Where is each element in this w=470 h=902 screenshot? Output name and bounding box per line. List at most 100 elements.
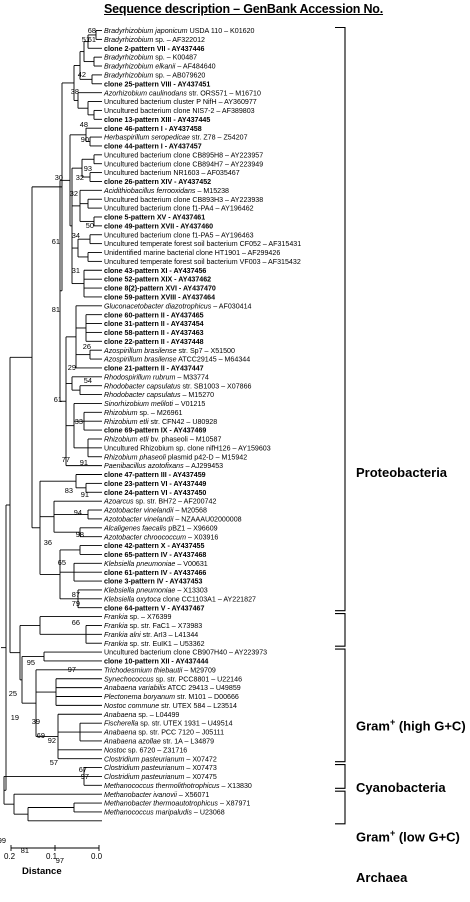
leaf-label: Uncultured Rhizobium sp. clone nifH126 –… [104, 444, 271, 452]
leaf-label: Plectonema boryanum str. M101 – D00666 [104, 693, 239, 701]
bootstrap-value: 81 [21, 846, 29, 855]
scale-tick-label: 0.1 [46, 852, 58, 861]
leaf-label: clone 47-pattern III - AY437459 [104, 471, 206, 479]
leaf-label: clone 69-pattern IX - AY437469 [104, 427, 206, 435]
leaf-label: Trichodesmium thiebautii – M29709 [104, 666, 216, 674]
leaf-label: clone 2-pattern VII - AY437446 [104, 45, 204, 53]
leaf-label: Bradyrhizobium japonicum USDA 110 – K016… [104, 27, 255, 35]
leaf-label: Azorhizobium caulinodans str. ORS571 – M… [103, 89, 261, 97]
leaf-label: Azotobacter vinelandii – M20568 [103, 507, 207, 515]
leaf-label: Anabaena azollae str. 1A – L34879 [103, 738, 214, 746]
leaf-label: clone 21-pattern II - AY437447 [104, 365, 204, 373]
leaf-label: Anabaena sp. – L04499 [103, 711, 179, 719]
bootstrap-value: 87 [72, 590, 80, 599]
leaf-label: clone 65-pattern IV - AY437468 [104, 551, 206, 559]
leaf-label: Synechococcus sp. str. PCC8801 – U22146 [104, 675, 242, 683]
leaf-label: Frankia sp. – X76399 [104, 613, 171, 621]
group-brackets [335, 26, 346, 825]
bootstrap-value: 93 [84, 164, 92, 173]
group-bracket [335, 613, 346, 647]
bootstrap-value: 91 [80, 458, 88, 467]
leaf-label: clone 10-pattern XII - AY437444 [104, 658, 208, 666]
scale-axis-label: Distance [22, 866, 62, 877]
bootstrap-value: 97 [68, 665, 76, 674]
leaf-label: Nostoc commune str. UTEX 584 – L23514 [104, 702, 237, 710]
leaf-label: Gluconacetobacter diazotrophicus – AF030… [104, 302, 252, 310]
leaf-label: clone 61-pattern IV - AY437466 [104, 569, 206, 577]
leaf-label: Alcaligenes faecalis pBZ1 – X96609 [103, 524, 218, 532]
leaf-label: Klebsiella pneumoniae – X13303 [104, 587, 208, 595]
leaf-label: Uncultured bacterium clone CB894H7 – AY2… [104, 160, 263, 168]
bootstrap-value: 30 [55, 173, 63, 182]
leaf-label: Herbaspirillum seropedicae str. Z78 – Z5… [104, 134, 248, 142]
bootstrap-value: 81 [52, 305, 60, 314]
leaf-label: Frankia sp. str. EuIK1 – U53362 [104, 640, 205, 648]
bootstrap-value: 54 [84, 376, 92, 385]
leaf-label: Azospirillum brasilense str. Sp7 – X5150… [103, 347, 235, 355]
leaf-label: Anabaena variabilis ATCC 29413 – U49859 [103, 684, 241, 692]
leaf-label: Frankia sp. str. FaC1 – X73983 [104, 622, 202, 630]
leaf-label: clone 3-pattern IV - AY437453 [104, 578, 202, 586]
leaf-label: Uncultured bacterium NR1603 – AF035467 [104, 169, 240, 177]
leaf-label: Klebsiella oxytoca clone CC1103A1 – AY22… [104, 595, 256, 603]
bootstrap-value: 99 [0, 836, 6, 845]
bootstrap-value: 48 [80, 120, 88, 129]
group-label-gram-positive-high-gc: Gram+ (high G+C) [356, 717, 466, 734]
leaf-label: clone 59-pattern XVIII - AY437464 [104, 294, 215, 302]
leaf-label: Rhodobacter capsulatus str. SB1003 – X07… [104, 382, 252, 390]
bootstrap-value: 36 [44, 538, 52, 547]
header-title: Sequence description – GenBank Accession… [104, 2, 384, 16]
leaf-label: Klebsiella pneumoniae – V00631 [104, 560, 208, 568]
leaf-label: clone 44-pattern I - AY437457 [104, 143, 202, 151]
bootstrap-value: 33 [75, 417, 83, 426]
leaf-label: Unidentified marine bacterial clone HT19… [104, 249, 280, 257]
leaf-label: clone 42-pattern X - AY437455 [104, 542, 204, 550]
leaf-label: Bradyrhizobium sp. – AB079620 [104, 72, 205, 80]
group-label-archaea: Archaea [356, 870, 408, 885]
bootstrap-value: 50 [86, 221, 94, 230]
leaf-label: Clostridium pasteurianum – X07473 [104, 764, 217, 772]
leaf-label: Methanobacter thermoautotrophicus – X879… [104, 800, 250, 808]
bootstrap-value: 31 [72, 266, 80, 275]
bootstrap-value: 51 [82, 35, 90, 44]
bootstrap-labels: 6861514238489093323250303461318126295433… [0, 26, 96, 865]
leaf-label: clone 8(2)-pattern XVI - AY437470 [104, 285, 216, 293]
bootstrap-value: 32 [76, 173, 84, 182]
leaf-label: Paenibacillus azotofixans – AJ299453 [104, 462, 223, 470]
bootstrap-value: 69 [37, 731, 45, 740]
leaf-label: Uncultured temperate forest soil bacteri… [104, 240, 301, 248]
scale-tick-label: 0.0 [91, 852, 103, 861]
bootstrap-value: 67 [79, 765, 87, 774]
bootstrap-value: 98 [76, 530, 84, 539]
leaf-label: Anabaena sp. str. PCC 7120 – J05111 [103, 729, 224, 737]
leaf-label: clone 58-pattern II - AY437463 [104, 329, 204, 337]
leaf-label: Uncultured bacterium clone CB907H40 – AY… [104, 649, 267, 657]
leaf-label: Azospirillum brasilense ATCC29145 – M643… [103, 356, 250, 364]
leaf-label: clone 25-pattern VIII - AY437451 [104, 80, 210, 88]
leaf-label: clone 64-pattern V - AY437467 [104, 604, 204, 612]
bootstrap-value: 65 [58, 558, 66, 567]
group-bracket [335, 26, 346, 612]
leaf-label: Nostoc sp. 6720 – Z31716 [104, 746, 187, 754]
leaf-label: Rhodospirillum rubrum – M33774 [104, 373, 209, 381]
leaf-labels: Bradyrhizobium japonicum USDA 110 – K016… [103, 27, 301, 816]
bootstrap-value: 61 [54, 395, 62, 404]
group-label-proteobacteria: Proteobacteria [356, 465, 448, 480]
bootstrap-value: 19 [11, 713, 19, 722]
leaf-label: Azotobacter vinelandii – NZAAAU02000008 [103, 516, 242, 524]
bootstrap-value: 83 [65, 486, 73, 495]
leaf-label: Methanobacter ivanovii – X56071 [104, 791, 209, 799]
leaf-label: clone 43-pattern XI - AY437456 [104, 267, 206, 275]
leaf-label: Azotobacter chroococcum – X03916 [103, 533, 218, 541]
leaf-label: Acidithiobacillus ferrooxidans – M15238 [103, 187, 229, 195]
leaf-label: Rhizobium etli bv. phaseoli – M10587 [104, 436, 221, 444]
leaf-label: clone 52-pattern XIX - AY437462 [104, 276, 211, 284]
bootstrap-value: 34 [72, 231, 80, 240]
leaf-label: Rhizobium phaseoli plasmid p42-D – M1594… [104, 453, 247, 461]
scale-bar [10, 845, 100, 851]
group-bracket [335, 790, 346, 825]
leaf-label: Uncultured bacterium clone CB893H3 – AY2… [104, 196, 263, 204]
leaf-label: Uncultured bacterium clone CB895H8 – AY2… [104, 151, 263, 159]
bootstrap-value: 57 [50, 758, 58, 767]
